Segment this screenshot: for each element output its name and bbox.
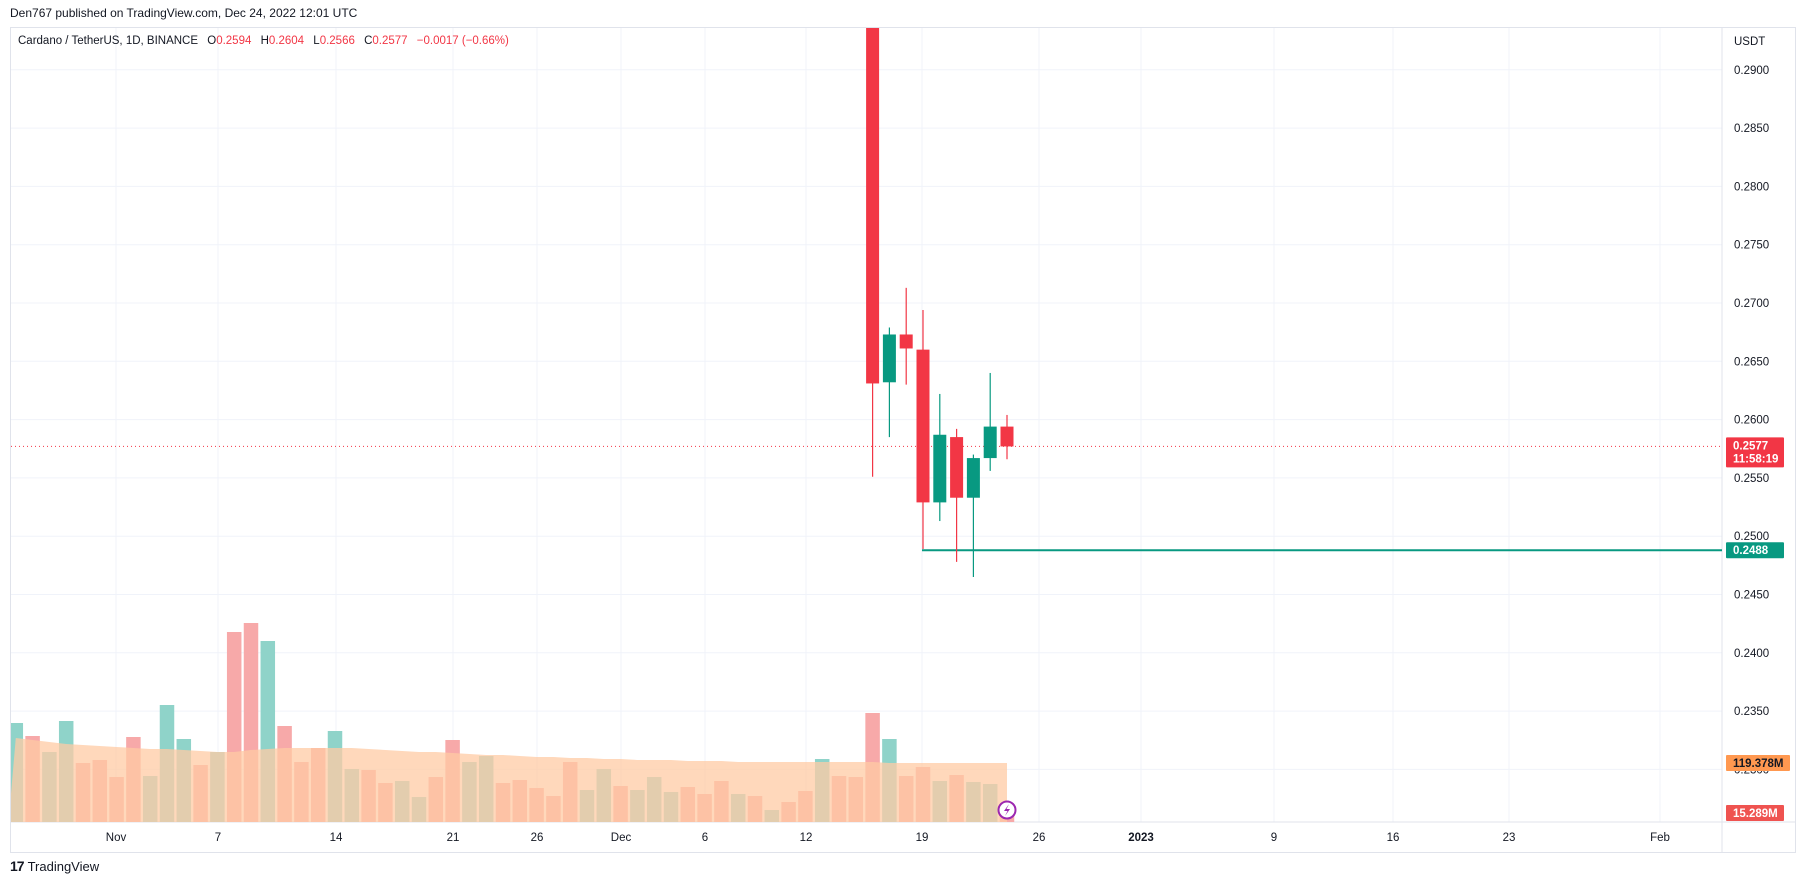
time-tick: 19	[916, 832, 929, 844]
volume-ma-badge	[1726, 755, 1790, 771]
open-value: 0.2594	[216, 35, 252, 47]
price-tick: 0.2800	[1734, 181, 1769, 193]
time-tick: 14	[330, 832, 343, 844]
time-tick: 21	[447, 832, 460, 844]
time-tick: 26	[531, 832, 544, 844]
chart-legend: Cardano / TetherUS, 1D, BINANCE O0.2594 …	[18, 35, 509, 47]
time-tick: Dec	[611, 832, 632, 844]
change-value: −0.0017 (−0.66%)	[416, 35, 509, 47]
time-tick: 7	[215, 832, 221, 844]
support-price-badge-text: 0.2488	[1733, 545, 1769, 557]
price-tick: 0.2700	[1734, 298, 1769, 310]
candle-body[interactable]	[899, 334, 913, 349]
close-label: C	[364, 35, 373, 47]
last-price-badge	[1726, 437, 1784, 468]
time-tick: 2023	[1128, 832, 1154, 844]
candle-series	[866, 0, 1014, 578]
price-tick: 0.2450	[1734, 590, 1769, 602]
price-tick: 0.2850	[1734, 123, 1769, 135]
time-tick: Feb	[1650, 832, 1670, 844]
candle-body[interactable]	[916, 349, 930, 503]
time-tick: 12	[800, 832, 813, 844]
time-tick: 16	[1387, 832, 1400, 844]
volume-badge	[1726, 805, 1784, 821]
price-tick: 0.2750	[1734, 240, 1769, 252]
low-label: L	[313, 35, 320, 47]
candle-body[interactable]	[966, 458, 980, 498]
symbol-title[interactable]: Cardano / TetherUS, 1D, BINANCE	[18, 35, 199, 47]
publisher-caption: Den767 published on TradingView.com, Dec…	[10, 6, 358, 20]
time-tick: 26	[1033, 832, 1046, 844]
candle-body[interactable]	[866, 0, 880, 384]
candle-body[interactable]	[933, 434, 947, 503]
candle-body[interactable]	[983, 426, 997, 459]
time-tick: Nov	[106, 832, 127, 844]
chart-frame	[10, 27, 1796, 853]
last-price-badge-text: 0.2577	[1733, 440, 1768, 452]
time-tick: 9	[1271, 832, 1277, 844]
last-price-badge-text: 11:58:19	[1733, 453, 1778, 465]
price-tick: 0.2550	[1734, 473, 1769, 485]
open-label: O	[207, 35, 217, 47]
price-tick: 0.2900	[1734, 65, 1769, 77]
footer: 17 TradingView	[10, 858, 99, 874]
high-value: 0.2604	[268, 35, 305, 47]
lightning-icon[interactable]	[997, 800, 1017, 820]
brand-name[interactable]: TradingView	[27, 858, 100, 874]
price-tick: 0.2650	[1734, 356, 1769, 368]
price-tick: 0.2400	[1734, 648, 1769, 660]
price-tick: 0.2600	[1734, 415, 1769, 427]
time-tick: 6	[702, 832, 708, 844]
support-price-badge	[1726, 542, 1784, 559]
candle-body[interactable]	[882, 334, 896, 383]
volume-badge-text: 15.289M	[1733, 808, 1778, 820]
currency-label: USDT	[1734, 36, 1765, 48]
volume-series	[11, 623, 1015, 822]
close-value: 0.2577	[372, 35, 408, 47]
time-tick: 23	[1503, 832, 1516, 844]
candle-body[interactable]	[1000, 426, 1014, 447]
candle-body[interactable]	[950, 437, 964, 498]
tradingview-logo-icon: 17	[10, 858, 25, 874]
price-tick: 0.2350	[1734, 706, 1769, 718]
price-tick: 0.2500	[1734, 531, 1769, 543]
volume-ma-badge-text: 119.378M	[1733, 758, 1784, 770]
low-value: 0.2566	[319, 35, 355, 47]
high-label: H	[260, 35, 269, 47]
volume-ma-area	[11, 738, 1007, 822]
